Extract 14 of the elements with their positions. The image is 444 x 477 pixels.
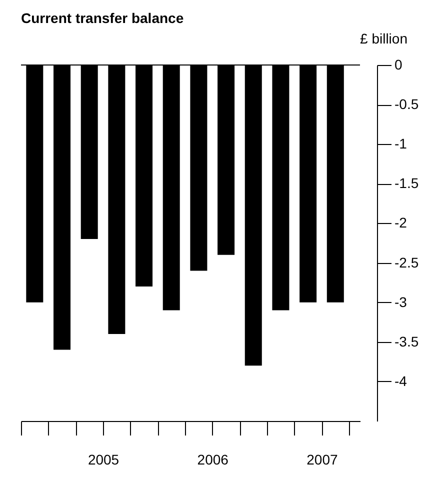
y-tick-label: -2.5	[394, 254, 419, 270]
y-tick-label: -1.5	[394, 175, 419, 192]
y-tick-label: -1	[394, 136, 408, 152]
x-tick-label: 2006	[197, 452, 229, 468]
y-tick-label: -3.5	[394, 333, 419, 350]
y-tick-label: 0	[394, 56, 402, 72]
y-axis-title: £ billion	[360, 30, 408, 46]
x-tick-label: 2005	[88, 452, 120, 468]
y-tick-label: -2	[394, 214, 408, 231]
chart-title: Current transfer balance	[21, 10, 184, 26]
x-tick-label: 2007	[306, 452, 338, 468]
y-tick-label: -3	[394, 294, 408, 310]
y-tick-label: -0.5	[394, 96, 419, 112]
y-tick-label: -4	[394, 372, 408, 389]
